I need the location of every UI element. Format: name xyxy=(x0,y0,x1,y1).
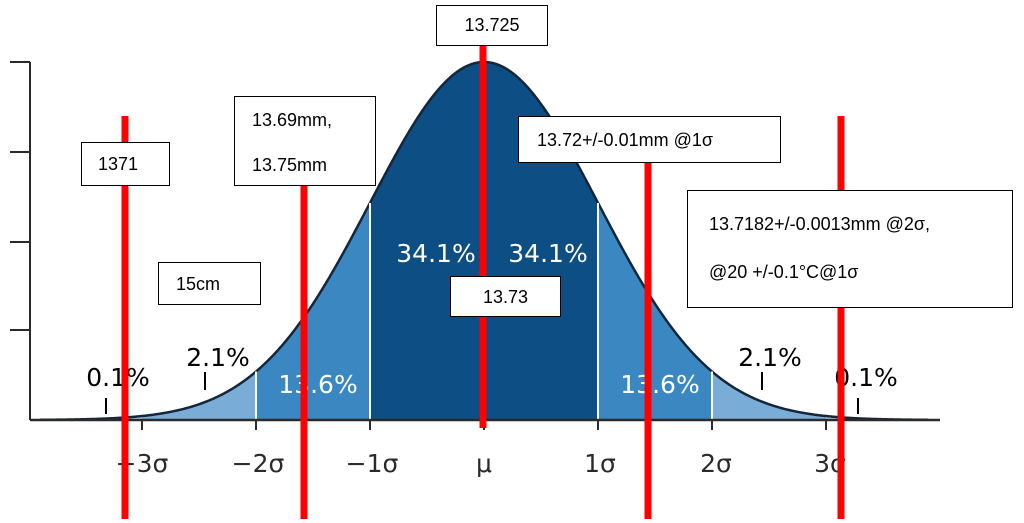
axis-label-plus-1-sigma: 1σ xyxy=(584,449,616,478)
spec-2-sigma-box: 13.7182+/-0.0013mm @2σ, @20 +/-0.1°C@1σ xyxy=(687,190,1013,308)
axis-label-mu: μ xyxy=(476,449,492,478)
length-text: 15cm xyxy=(176,274,221,294)
range-line-1: 13.69mm, xyxy=(252,110,333,130)
pct-label-right-middle: 13.6% xyxy=(620,370,699,399)
axis-label-minus-2-sigma: −2σ xyxy=(232,449,285,478)
pct-label-right-outer: 0.1% xyxy=(834,363,898,392)
axis-label-minus-1-sigma: −1σ xyxy=(346,449,399,478)
y-axis xyxy=(10,61,31,420)
left-value-text: 1371 xyxy=(98,154,139,174)
pct-label-right-center: 34.1% xyxy=(508,239,587,268)
rounded-mean-box: 13.73 xyxy=(450,276,561,317)
pct-label-left-outer: 0.1% xyxy=(86,363,150,392)
pct-label-right-tail: 2.1% xyxy=(738,343,802,372)
axis-label-plus-2-sigma: 2σ xyxy=(700,449,732,478)
region-left-tail xyxy=(142,371,256,420)
spec-2-sigma-line-1: 13.7182+/-0.0013mm @2σ, xyxy=(709,214,931,234)
pct-label-left-center: 34.1% xyxy=(396,239,475,268)
spec-1-sigma-box: 13.72+/-0.01mm @1σ xyxy=(518,116,781,163)
spec-1-sigma-text: 13.72+/-0.01mm @1σ xyxy=(537,130,713,150)
spec-2-sigma-line-2: @20 +/-0.1°C@1σ xyxy=(709,262,859,282)
length-box: 15cm xyxy=(158,262,261,305)
rounded-mean-text: 13.73 xyxy=(482,287,529,307)
mean-value-text: 13.725 xyxy=(464,15,520,35)
mean-value-box: 13.725 xyxy=(436,5,548,46)
region-right-tail xyxy=(712,371,826,420)
pct-label-left-middle: 13.6% xyxy=(278,370,357,399)
range-box: 13.69mm, 13.75mm xyxy=(234,96,376,186)
range-line-2: 13.75mm xyxy=(252,155,328,175)
sigma-dividers xyxy=(255,202,713,420)
left-value-box: 1371 xyxy=(81,142,170,186)
pct-label-left-tail: 2.1% xyxy=(186,343,250,372)
